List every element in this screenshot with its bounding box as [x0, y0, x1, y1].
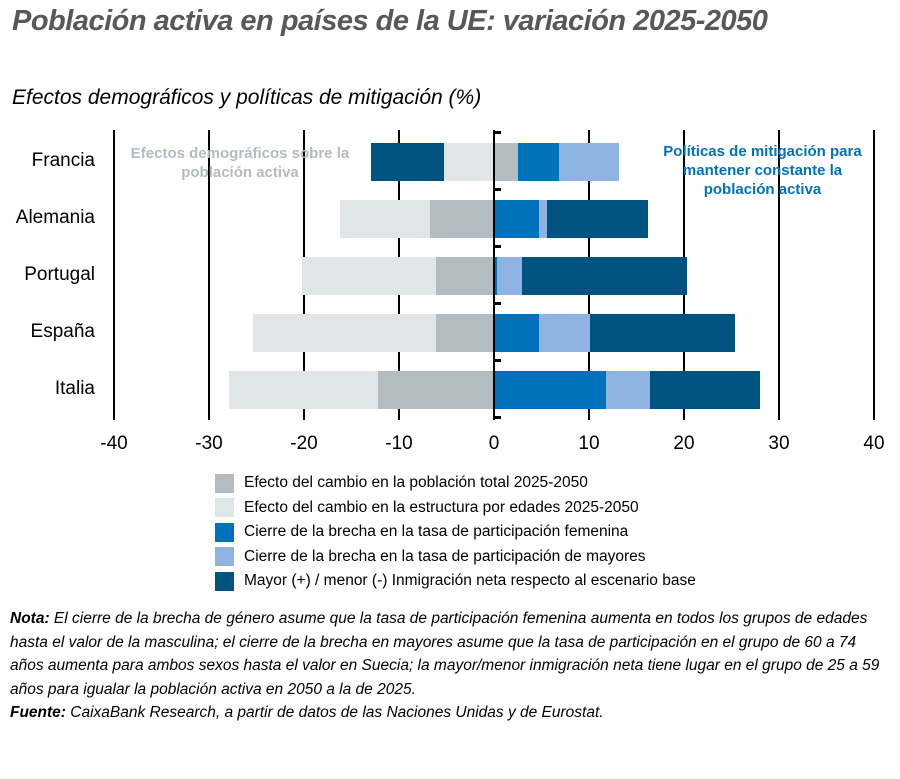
x-tick-label: -20	[290, 433, 318, 454]
bar-segment	[538, 200, 548, 238]
legend-item: Efecto del cambio en la estructura por e…	[215, 496, 696, 521]
chart-subtitle: Efectos demográficos y políticas de miti…	[12, 86, 482, 109]
gridline	[873, 130, 875, 420]
x-tick-label: 0	[488, 433, 500, 454]
footnote: Nota: El cierre de la brecha de género a…	[10, 607, 890, 725]
legend-item: Cierre de la brecha en la tasa de partic…	[215, 520, 696, 545]
bar-segment	[378, 371, 494, 409]
legend-label: Cierre de la brecha en la tasa de partic…	[244, 523, 629, 541]
bar-segment	[340, 200, 431, 238]
category-label: Italia	[54, 378, 95, 399]
bar-segment	[495, 200, 539, 238]
legend-item: Mayor (+) / menor (-) Inmigración neta r…	[215, 569, 696, 594]
source-text: Fuente: CaixaBank Research, a partir de …	[10, 701, 890, 725]
category-label: Alemania	[15, 207, 95, 228]
bar-segment	[495, 143, 518, 181]
legend-label: Efecto del cambio en la estructura por e…	[244, 498, 639, 516]
axis-tick	[493, 188, 501, 191]
bar-segment	[606, 371, 650, 409]
x-tick-label: 40	[863, 433, 885, 454]
bar-segment	[496, 257, 522, 295]
axis-tick	[493, 359, 501, 362]
bar-segment	[436, 314, 494, 352]
bar-segment	[228, 371, 379, 409]
plot-area: Francia Alemania Portugal España Italia	[0, 130, 900, 420]
annotation-demographic-effects: Efectos demográficos sobre la población …	[130, 145, 350, 181]
gridline	[113, 130, 115, 420]
note-label: Nota:	[10, 610, 50, 627]
note-text: Nota: El cierre de la brecha de género a…	[10, 607, 890, 701]
note-body: El cierre de la brecha de género asume q…	[10, 610, 880, 698]
legend-swatch	[215, 571, 234, 591]
bar-segment	[252, 314, 437, 352]
bar-segment	[517, 143, 559, 181]
x-tick-label: 20	[673, 433, 695, 454]
bar-segment	[649, 371, 761, 409]
legend-label: Cierre de la brecha en la tasa de partic…	[244, 547, 646, 565]
chart-title: Población activa en países de la UE: var…	[12, 5, 768, 37]
x-tick-label: 30	[768, 433, 790, 454]
bar-segment	[495, 371, 607, 409]
legend-label: Efecto del cambio en la población total …	[244, 474, 588, 492]
x-tick-label: -10	[385, 433, 413, 454]
legend-swatch	[215, 522, 234, 542]
bar-segment	[538, 314, 590, 352]
bar-segment	[547, 200, 648, 238]
bar-segment	[590, 314, 736, 352]
axis-tick	[493, 302, 501, 305]
bar-segment	[558, 143, 620, 181]
legend-swatch	[215, 498, 234, 518]
source-label: Fuente:	[10, 704, 66, 721]
legend: Efecto del cambio en la población total …	[215, 471, 696, 594]
axis-tick	[493, 131, 501, 134]
category-label: España	[30, 321, 95, 342]
bar-segment	[521, 257, 687, 295]
bar-segment	[430, 200, 494, 238]
bar-segment	[495, 314, 539, 352]
bar-segment	[371, 143, 444, 181]
legend-item: Efecto del cambio en la población total …	[215, 471, 696, 496]
gridline	[208, 130, 210, 420]
bar-segment	[443, 143, 494, 181]
category-label: Portugal	[24, 264, 95, 285]
axis-tick	[493, 416, 501, 419]
legend-swatch	[215, 547, 234, 567]
source-body: CaixaBank Research, a partir de datos de…	[65, 704, 604, 721]
annotation-mitigation-policies: Políticas de mitigación para mantener co…	[663, 143, 862, 198]
x-tick-label: -40	[100, 433, 128, 454]
category-label: Francia	[31, 150, 95, 171]
gridline	[778, 130, 780, 420]
bar-segment	[436, 257, 494, 295]
axis-tick	[493, 245, 501, 248]
bar-segment	[302, 257, 437, 295]
x-tick-label: 10	[578, 433, 600, 454]
legend-label: Mayor (+) / menor (-) Inmigración neta r…	[244, 572, 696, 590]
bar-segment	[495, 257, 497, 295]
x-tick-label: -30	[195, 433, 223, 454]
zero-axis	[493, 130, 495, 420]
legend-swatch	[215, 473, 234, 493]
legend-item: Cierre de la brecha en la tasa de partic…	[215, 545, 696, 570]
